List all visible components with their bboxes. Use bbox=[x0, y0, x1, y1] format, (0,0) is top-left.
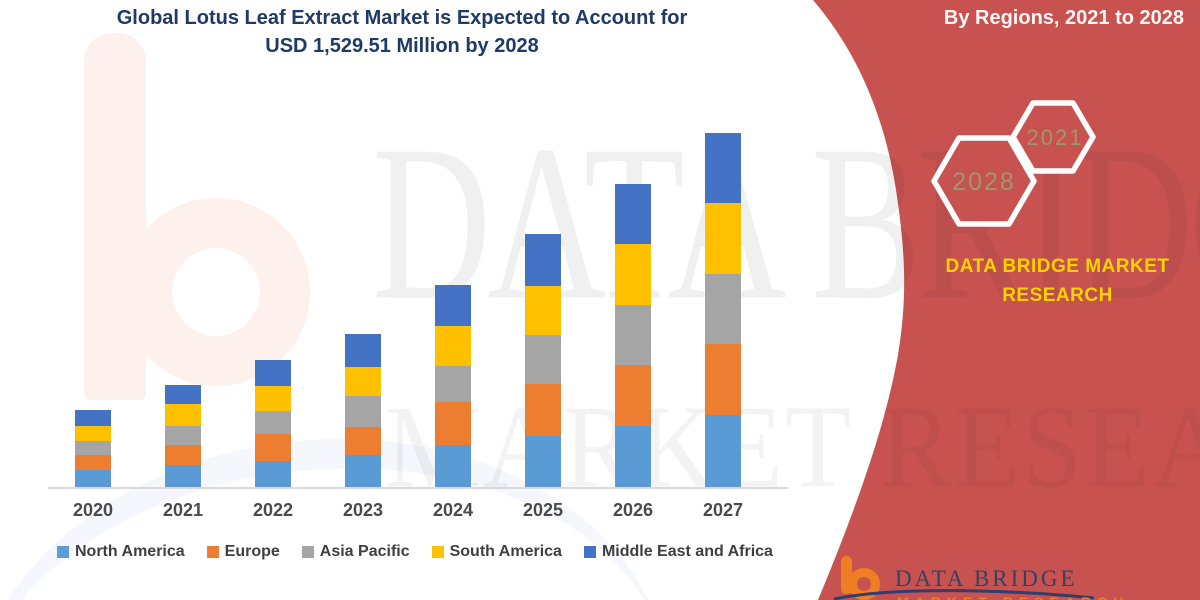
bar-segment-asia-pacific bbox=[75, 441, 111, 455]
legend-label: Middle East and Africa bbox=[601, 543, 773, 560]
chart-title-line2: USD 1,529.51 Million by 2028 bbox=[265, 35, 539, 57]
bar-segment-south-america bbox=[345, 367, 381, 396]
bar-segment-europe bbox=[255, 434, 291, 461]
legend-item-north-america: North America bbox=[57, 543, 185, 561]
legend-swatch bbox=[583, 546, 596, 558]
x-tick-label-2025: 2025 bbox=[522, 500, 564, 520]
bar-segment-middle-east-and-africa bbox=[165, 385, 201, 404]
bar-segment-middle-east-and-africa bbox=[705, 133, 741, 203]
bar-segment-north-america bbox=[165, 465, 201, 487]
bar-2020 bbox=[75, 410, 111, 487]
bar-segment-asia-pacific bbox=[165, 426, 201, 445]
bar-segment-middle-east-and-africa bbox=[75, 410, 111, 426]
legend-item-asia-pacific: Asia Pacific bbox=[301, 543, 410, 561]
bar-segment-asia-pacific bbox=[255, 411, 291, 434]
x-tick-label-2021: 2021 bbox=[162, 500, 204, 520]
bar-segment-middle-east-and-africa bbox=[435, 285, 471, 326]
legend-item-middle-east-and-africa: Middle East and Africa bbox=[583, 543, 773, 561]
bar-segment-europe bbox=[435, 402, 471, 445]
legend-swatch bbox=[57, 546, 69, 558]
bar-segment-asia-pacific bbox=[615, 305, 651, 365]
bar-segment-europe bbox=[705, 344, 741, 415]
x-tick-label-2022: 2022 bbox=[252, 500, 294, 520]
legend-item-europe: Europe bbox=[206, 543, 280, 561]
bar-segment-north-america bbox=[255, 461, 291, 487]
legend-label: Europe bbox=[224, 543, 280, 560]
bar-2026 bbox=[615, 184, 651, 487]
x-tick-label-2026: 2026 bbox=[612, 500, 654, 520]
bar-segment-europe bbox=[525, 384, 561, 436]
chart-title: Global Lotus Leaf Extract Market is Expe… bbox=[72, 4, 732, 60]
footer-logo-name: DATA BRIDGE bbox=[895, 566, 1078, 591]
x-tick-label-2024: 2024 bbox=[432, 500, 474, 520]
bar-segment-europe bbox=[345, 427, 381, 455]
brand-name: DATA BRIDGE MARKET RESEARCH bbox=[945, 256, 1170, 306]
bar-segment-europe bbox=[165, 445, 201, 465]
bar-segment-north-america bbox=[525, 436, 561, 487]
bar-2024 bbox=[435, 285, 471, 487]
bar-segment-middle-east-and-africa bbox=[615, 184, 651, 244]
chart-legend: North America Europe Asia Pacific South Ame… bbox=[57, 543, 773, 561]
bar-segment-south-america bbox=[165, 404, 201, 426]
bar-segment-asia-pacific bbox=[705, 274, 741, 344]
bar-segment-south-america bbox=[705, 203, 741, 274]
bar-segment-north-america bbox=[705, 415, 741, 487]
bar-segment-asia-pacific bbox=[435, 366, 471, 402]
legend-item-south-america: South America bbox=[431, 543, 562, 561]
legend-swatch bbox=[206, 546, 219, 558]
legend-label: North America bbox=[75, 543, 185, 560]
x-tick-label-2023: 2023 bbox=[342, 500, 384, 520]
legend-swatch bbox=[431, 546, 444, 558]
bar-segment-north-america bbox=[435, 445, 471, 487]
bar-segment-south-america bbox=[75, 426, 111, 441]
bar-2025 bbox=[525, 234, 561, 487]
bar-segment-south-america bbox=[435, 326, 471, 366]
bar-segment-europe bbox=[615, 365, 651, 426]
bar-segment-middle-east-and-africa bbox=[345, 334, 381, 367]
bar-segment-north-america bbox=[345, 455, 381, 487]
footer-logo-subtitle: MARKET RESEARCH bbox=[897, 594, 1129, 600]
x-axis-line bbox=[48, 487, 788, 489]
bar-2027 bbox=[705, 133, 741, 487]
bar-segment-north-america bbox=[615, 426, 651, 487]
chart-title-line1: Global Lotus Leaf Extract Market is Expe… bbox=[116, 7, 688, 29]
bar-segment-europe bbox=[75, 455, 111, 470]
bar-segment-middle-east-and-africa bbox=[255, 360, 291, 386]
legend-label: Asia Pacific bbox=[319, 543, 410, 560]
bar-segment-asia-pacific bbox=[345, 396, 381, 427]
legend-label: South America bbox=[449, 543, 562, 560]
bar-segment-middle-east-and-africa bbox=[525, 234, 561, 286]
legend-swatch bbox=[301, 546, 314, 558]
x-tick-label-2027: 2027 bbox=[702, 500, 744, 520]
x-tick-label-2020: 2020 bbox=[72, 500, 114, 520]
bar-segment-south-america bbox=[525, 286, 561, 335]
bar-segment-south-america bbox=[615, 244, 651, 305]
footer-logo-swoosh bbox=[833, 589, 1095, 600]
bar-segment-south-america bbox=[255, 386, 291, 411]
ribbon-heading: By Regions, 2021 to 2028 bbox=[943, 7, 1184, 29]
bar-2022 bbox=[255, 360, 291, 487]
bar-2023 bbox=[345, 334, 381, 487]
bar-segment-north-america bbox=[75, 470, 111, 487]
bar-2021 bbox=[165, 385, 201, 487]
bar-segment-asia-pacific bbox=[525, 335, 561, 384]
